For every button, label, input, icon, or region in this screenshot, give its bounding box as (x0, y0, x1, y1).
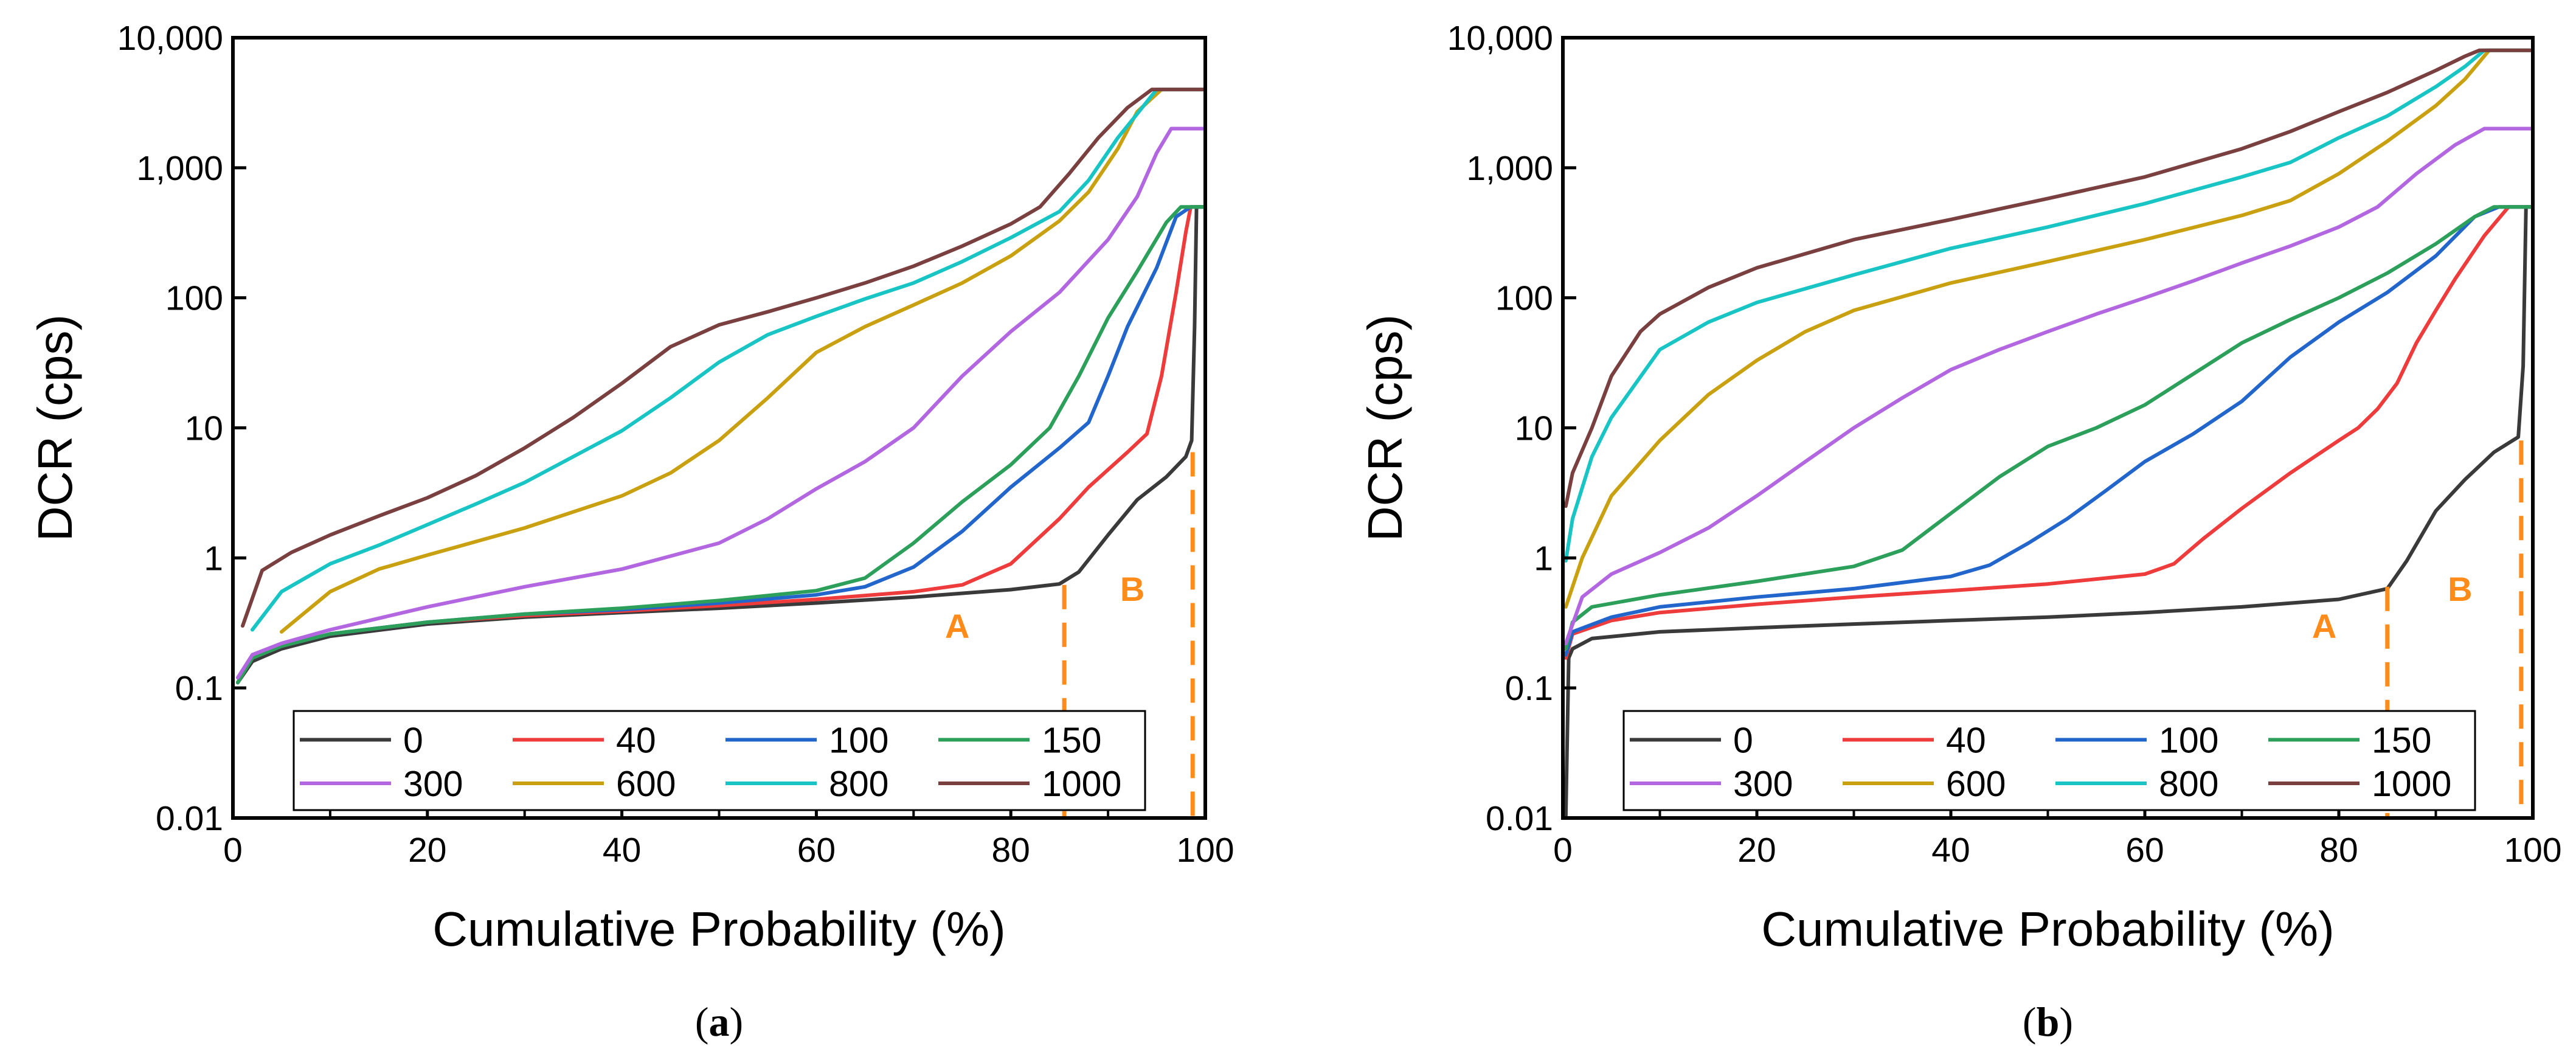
series-line-100 (1563, 205, 2533, 657)
series-line-0 (1563, 205, 2533, 818)
x-tick-label: 60 (797, 831, 836, 870)
series-line-300 (236, 126, 1205, 680)
legend-label-600: 600 (1946, 764, 2006, 804)
series-line-0 (236, 205, 1205, 685)
series-line-40 (1563, 205, 2533, 660)
y-tick-label: 100 (1495, 279, 1553, 318)
series-line-300 (1563, 126, 2533, 645)
y-tick-label: 0.01 (156, 799, 223, 838)
y-tick-label: 100 (165, 279, 223, 318)
series-line-150 (236, 205, 1205, 685)
x-tick-label: 100 (2504, 831, 2561, 870)
region-label-b: B (1120, 570, 1144, 608)
legend-label-40: 40 (616, 720, 656, 760)
y-tick-label: 0.1 (1505, 669, 1553, 708)
legend-label-0: 0 (1733, 720, 1753, 760)
y-tick-label: 10,000 (117, 19, 223, 58)
x-tick-label: 20 (1737, 831, 1776, 870)
x-axis-label: Cumulative Probability (%) (1761, 902, 2335, 956)
series-line-600 (279, 88, 1205, 634)
x-tick-label: 60 (2125, 831, 2164, 870)
legend-label-600: 600 (616, 764, 676, 804)
y-tick-label: 1,000 (1466, 149, 1553, 188)
y-axis-label: DCR (cps) (28, 314, 82, 541)
series-line-800 (251, 88, 1205, 632)
legend-label-150: 150 (1042, 720, 1101, 760)
y-tick-label: 1,000 (136, 149, 223, 188)
series-line-150 (1563, 205, 2533, 651)
series-line-800 (1563, 48, 2533, 563)
legend: 0 40 100 150 300 600 800 1000 (293, 710, 1146, 811)
legend: 0 40 100 150 300 600 800 1000 (1622, 710, 2476, 811)
legend-label-150: 150 (2372, 720, 2431, 760)
legend-label-100: 100 (2159, 720, 2218, 760)
chart-panel-a: 0 20 40 60 80 100 0.01 0.1 1 10 100 1,000 10,000 Cum… (28, 19, 1234, 1045)
legend-label-800: 800 (2159, 764, 2218, 804)
legend-box (1622, 710, 2476, 811)
x-tick-label: 80 (2319, 831, 2358, 870)
panel-caption: (b) (2023, 999, 2073, 1045)
series-line-600 (1563, 48, 2533, 609)
y-axis-label: DCR (cps) (1358, 314, 1412, 541)
series-layer (1563, 48, 2533, 818)
legend-label-300: 300 (1733, 764, 1793, 804)
y-tick-label: 0.01 (1486, 799, 1553, 838)
x-tick-label: 80 (991, 831, 1030, 870)
y-tick-label: 10 (1515, 409, 1553, 448)
series-line-1000 (241, 88, 1205, 628)
x-tick-label: 100 (1176, 831, 1234, 870)
legend-label-40: 40 (1946, 720, 1986, 760)
legend-label-800: 800 (829, 764, 888, 804)
axis-ticks: 0 20 40 60 80 100 0.01 0.1 1 10 100 1,000 10,000 (1447, 19, 2562, 870)
x-tick-label: 20 (408, 831, 446, 870)
x-tick-label: 40 (1931, 831, 1970, 870)
series-line-1000 (1563, 48, 2533, 508)
region-label-b: B (2448, 570, 2472, 608)
y-tick-label: 10,000 (1447, 19, 1553, 58)
x-tick-label: 40 (603, 831, 641, 870)
x-tick-label: 0 (223, 831, 243, 870)
axis-ticks: 0 20 40 60 80 100 0.01 0.1 1 10 100 1,000 10,000 (117, 19, 1234, 870)
legend-label-1000: 1000 (2372, 764, 2451, 804)
chart-panel-b: 0 20 40 60 80 100 0.01 0.1 1 10 100 1,000 10,000 Cum… (1358, 19, 2562, 1045)
x-tick-label: 0 (1553, 831, 1573, 870)
y-tick-label: 0.1 (175, 669, 223, 708)
region-label-a: A (945, 607, 969, 645)
legend-label-1000: 1000 (1042, 764, 1121, 804)
region-label-a: A (2312, 607, 2336, 645)
x-axis-label: Cumulative Probability (%) (432, 902, 1006, 956)
legend-label-0: 0 (403, 720, 423, 760)
y-tick-label: 10 (185, 409, 223, 448)
legend-label-100: 100 (829, 720, 888, 760)
panel-caption: (a) (695, 999, 743, 1045)
y-tick-label: 1 (1534, 539, 1553, 578)
y-tick-label: 1 (204, 539, 223, 578)
series-layer (236, 88, 1205, 685)
legend-label-300: 300 (403, 764, 463, 804)
legend-box (293, 710, 1146, 811)
